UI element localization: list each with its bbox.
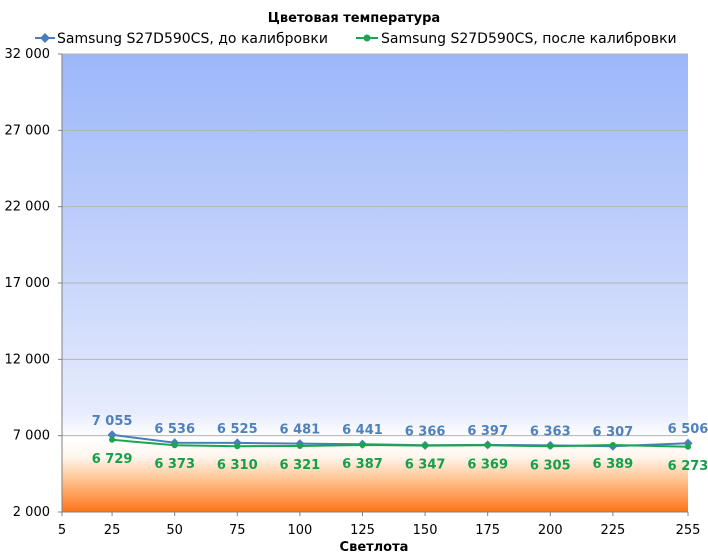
data-label: 6 321 [280,458,321,473]
series [107,430,693,451]
x-tick-label: 150 [413,523,438,538]
data-label: 6 506 [668,422,708,437]
data-label: 6 305 [530,458,571,473]
data-label: 6 481 [280,423,321,438]
legend: Samsung S27D590CS, до калибровки Samsung… [35,31,677,47]
chart-title: Цветовая температура [268,11,440,26]
data-point [609,441,616,448]
x-axis-title: Светлота [340,540,409,555]
data-point [296,443,303,450]
data-label: 6 441 [342,423,383,438]
data-labels: 7 055 6 536 6 525 6 481 6 441 6 366 6 397 6 363… [92,414,708,474]
data-label: 6 273 [668,459,708,474]
legend-label-after: Samsung S27D590CS, после калибровки [381,31,677,47]
data-label: 6 373 [154,457,195,472]
x-tick-label: 225 [600,523,625,538]
x-tick-label: 125 [350,523,375,538]
legend-label-before: Samsung S27D590CS, до калибровки [57,31,328,47]
data-point [359,442,366,449]
data-point [547,443,554,450]
data-label: 6 389 [593,457,634,472]
data-label: 6 536 [154,422,195,437]
data-label: 6 369 [467,457,508,472]
x-tick-label: 75 [229,523,246,538]
x-tick-label: 5 [58,523,66,538]
y-tick-label: 12 000 [5,352,51,367]
data-point [234,443,241,450]
data-point [109,436,116,443]
data-label: 6 729 [92,452,133,467]
y-tick-label: 7 000 [13,429,50,444]
data-label: 6 363 [530,424,571,439]
data-point [422,442,429,449]
data-point [171,442,178,449]
data-label: 6 387 [342,457,383,472]
data-label: 6 307 [593,425,634,440]
data-label: 6 397 [467,424,508,439]
series-line-1 [112,438,689,448]
data-label: 6 347 [405,458,446,473]
data-point [107,430,117,440]
x-tick-label: 175 [475,523,500,538]
x-tick-label: 100 [287,523,312,538]
axes: 2 000 7 000 12 000 17 000 22 000 27 000 32 000… [5,47,701,538]
data-label: 6 525 [217,422,258,437]
x-tick-label: 50 [166,523,183,538]
legend-item-after: Samsung S27D590CS, после калибровки [356,31,677,47]
y-tick-label: 2 000 [13,505,50,520]
x-tick-label: 200 [538,523,563,538]
data-point [685,443,691,450]
data-label: 6 366 [405,424,446,439]
x-tick-label: 255 [676,523,701,538]
y-tick-label: 32 000 [5,47,51,62]
y-tick-label: 27 000 [5,123,51,138]
legend-item-before: Samsung S27D590CS, до калибровки [35,31,328,47]
x-tick-label: 25 [104,523,121,538]
data-label: 7 055 [92,414,133,429]
legend-marker-after [363,34,371,42]
legend-marker-before [40,33,50,43]
y-tick-label: 17 000 [5,276,51,291]
data-point [484,442,491,449]
data-label: 6 310 [217,458,258,473]
y-tick-label: 22 000 [5,200,51,215]
